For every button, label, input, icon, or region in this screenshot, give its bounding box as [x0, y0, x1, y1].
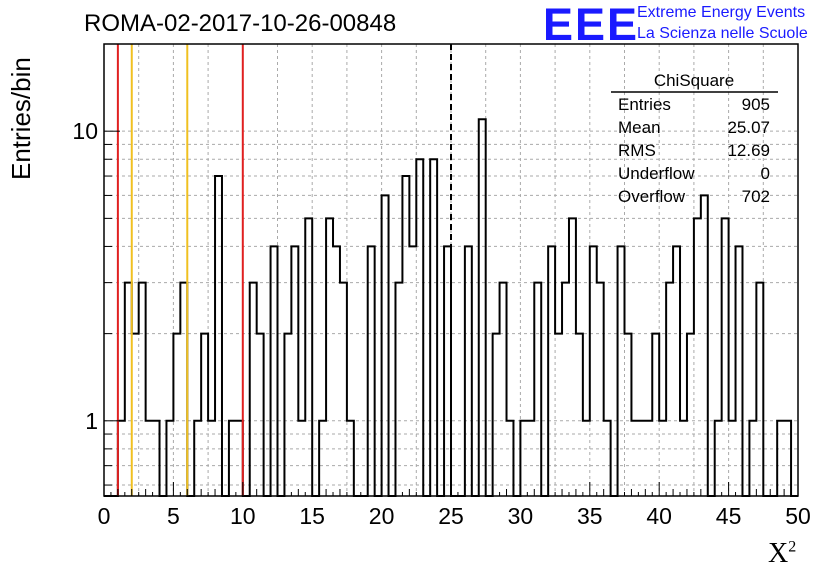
- y-tick-label: 1: [85, 408, 98, 434]
- stats-title: ChiSquare: [654, 71, 734, 90]
- stats-value: 0: [761, 164, 770, 183]
- x-axis-label-base: X: [768, 538, 789, 569]
- logo-line-1: Extreme Energy Events: [637, 4, 806, 21]
- stats-value: 25.07: [727, 118, 770, 137]
- x-tick-label: 15: [299, 503, 325, 529]
- x-tick-label: 35: [577, 503, 603, 529]
- y-axis-label: Entries/bin: [6, 57, 36, 180]
- histogram-line: [104, 118, 798, 497]
- x-axis-label-superscript: 2: [788, 538, 797, 556]
- stats-value: 905: [742, 95, 770, 114]
- stats-label: Underflow: [618, 164, 695, 183]
- y-tick-label: 10: [72, 118, 98, 144]
- x-tick-label: 30: [508, 503, 534, 529]
- x-axis-label: X2: [768, 538, 796, 570]
- x-tick-label: 45: [716, 503, 742, 529]
- stats-label: RMS: [618, 141, 656, 160]
- x-tick-label: 50: [785, 503, 811, 529]
- logo-line-2: La Scienza nelle Scuole: [637, 25, 808, 42]
- stats-label: Mean: [618, 118, 661, 137]
- x-tick-label: 25: [438, 503, 464, 529]
- x-tick-label: 10: [230, 503, 256, 529]
- x-tick-label: 20: [369, 503, 395, 529]
- x-tick-label: 5: [167, 503, 180, 529]
- stats-label: Entries: [618, 95, 671, 114]
- x-tick-label: 40: [646, 503, 672, 529]
- eee-logo: EEE: [543, 0, 640, 50]
- chart-title: ROMA-02-2017-10-26-00848: [84, 10, 397, 37]
- stats-value: 702: [742, 187, 770, 206]
- x-tick-label: 0: [98, 503, 111, 529]
- stats-value: 12.69: [727, 141, 770, 160]
- stats-label: Overflow: [618, 187, 686, 206]
